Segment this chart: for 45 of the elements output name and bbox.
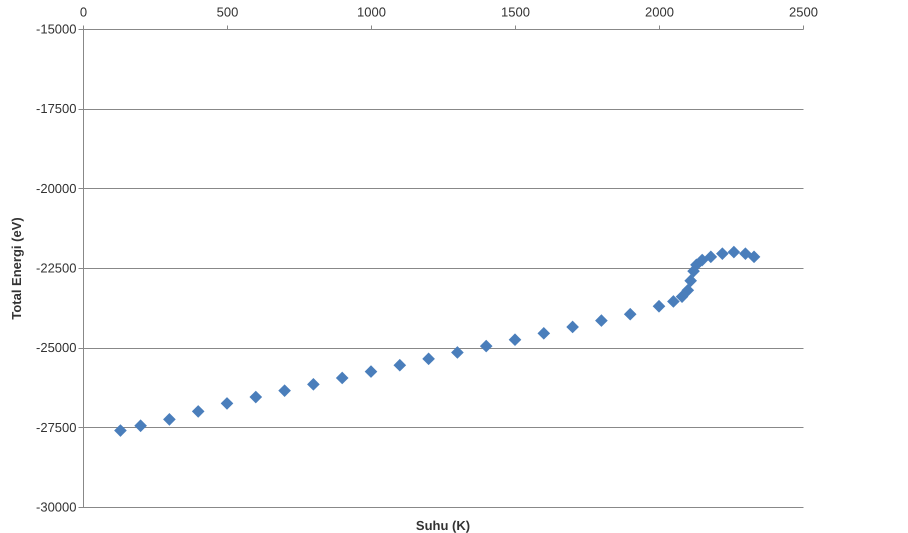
point	[681, 284, 694, 297]
point	[114, 424, 127, 437]
y-tick-label: -27500	[36, 420, 76, 435]
x-tick-label: 500	[216, 4, 238, 20]
y-tick-label: -20000	[36, 180, 76, 196]
x-tick-label: 1000	[357, 4, 386, 20]
point	[728, 246, 740, 258]
y-tick-label: -30000	[36, 500, 76, 514]
point	[451, 346, 464, 359]
point	[364, 365, 378, 378]
point	[480, 340, 493, 352]
point	[595, 314, 608, 327]
point	[422, 352, 435, 366]
point	[684, 274, 698, 288]
point	[566, 320, 579, 334]
point	[393, 358, 406, 372]
point	[336, 372, 349, 384]
x-tick-label: 2500	[789, 4, 818, 20]
point	[307, 378, 320, 391]
x-tick-label: 2000	[645, 4, 674, 20]
point	[667, 295, 680, 308]
point	[134, 419, 147, 432]
point	[696, 254, 709, 266]
point	[163, 413, 176, 426]
point	[676, 290, 688, 304]
point	[704, 250, 718, 264]
point	[748, 250, 760, 264]
y-axis-title: Total Energi (eV)	[9, 217, 24, 320]
y-tick-label: -15000	[36, 22, 76, 36]
y-tick-label: -25000	[36, 340, 76, 356]
x-tick-label: 0	[80, 4, 88, 20]
point	[249, 390, 262, 404]
point	[537, 327, 550, 340]
point	[624, 308, 637, 321]
point	[220, 397, 234, 410]
point	[716, 247, 729, 260]
y-tick-label: -22500	[36, 260, 76, 276]
point	[739, 247, 752, 260]
x-axis-title: Suhu (K)	[416, 518, 470, 533]
point	[278, 384, 291, 398]
x-tick-label: 1500	[501, 4, 530, 20]
point	[508, 333, 522, 346]
point	[192, 405, 205, 418]
point	[652, 300, 666, 313]
y-tick-label: -17500	[36, 101, 76, 116]
